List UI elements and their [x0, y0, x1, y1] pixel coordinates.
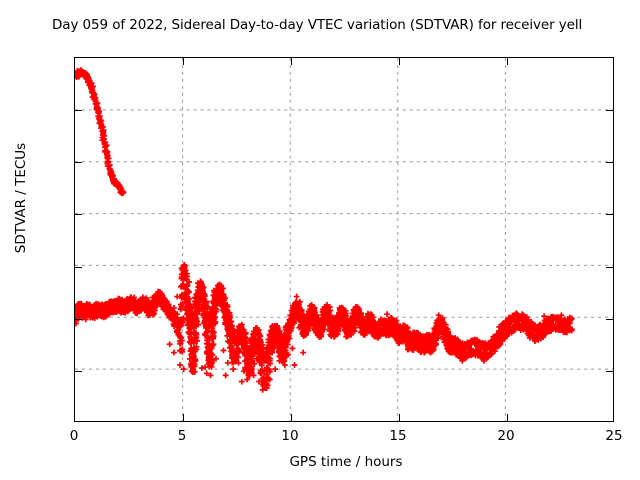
x-tick-mark — [399, 414, 400, 421]
y-tick-mark — [75, 214, 82, 216]
y-tick-mark — [606, 162, 613, 164]
chart-title: Day 059 of 2022, Sidereal Day-to-day VTE… — [52, 17, 583, 33]
plot-area — [74, 57, 614, 422]
series-main-band — [75, 261, 575, 391]
y-tick-mark — [75, 318, 82, 320]
x-tick-mark — [399, 58, 400, 65]
x-tick-label: 10 — [281, 428, 299, 444]
x-tick-mark — [507, 414, 508, 421]
y-tick-mark — [75, 370, 82, 372]
x-axis-label: GPS time / hours — [289, 454, 403, 470]
x-tick-mark — [183, 58, 184, 65]
y-tick-mark — [606, 214, 613, 216]
x-tick-label: 0 — [69, 428, 79, 444]
x-tick-mark — [291, 58, 292, 65]
data-markers — [75, 67, 575, 393]
y-tick-mark — [606, 110, 613, 112]
y-tick-mark — [75, 266, 82, 268]
y-tick-mark — [606, 370, 613, 372]
y-tick-mark — [606, 318, 613, 320]
y-tick-mark — [75, 110, 82, 112]
x-tick-mark — [507, 58, 508, 65]
series-scatter-outliers — [75, 263, 565, 393]
x-tick-label: 15 — [389, 428, 407, 444]
y-tick-mark — [75, 162, 82, 164]
x-tick-mark — [183, 414, 184, 421]
x-tick-label: 25 — [605, 428, 623, 444]
y-axis-label: SDTVAR / TECUs — [13, 142, 29, 254]
x-tick-label: 5 — [177, 428, 187, 444]
series-outlier-arc — [75, 67, 127, 197]
x-tick-mark — [291, 414, 292, 421]
x-tick-label: 20 — [497, 428, 515, 444]
y-tick-mark — [606, 266, 613, 268]
